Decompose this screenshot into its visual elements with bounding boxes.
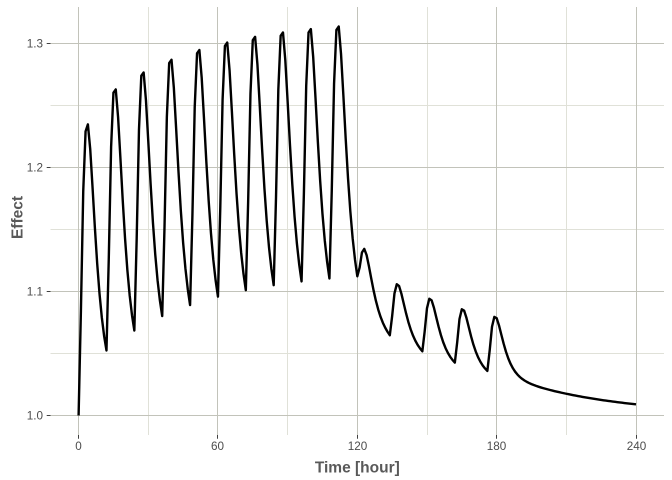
svg-text:1.1: 1.1 [27, 286, 43, 299]
svg-text:60: 60 [211, 440, 225, 453]
svg-text:Effect: Effect [10, 196, 27, 239]
svg-text:180: 180 [487, 440, 507, 453]
svg-text:1.2: 1.2 [27, 162, 43, 175]
svg-text:240: 240 [627, 440, 647, 453]
svg-text:0: 0 [75, 440, 82, 453]
svg-text:Time [hour]: Time [hour] [315, 460, 400, 477]
svg-text:1.3: 1.3 [27, 38, 43, 51]
svg-text:1.0: 1.0 [27, 410, 44, 423]
svg-text:120: 120 [348, 440, 368, 453]
